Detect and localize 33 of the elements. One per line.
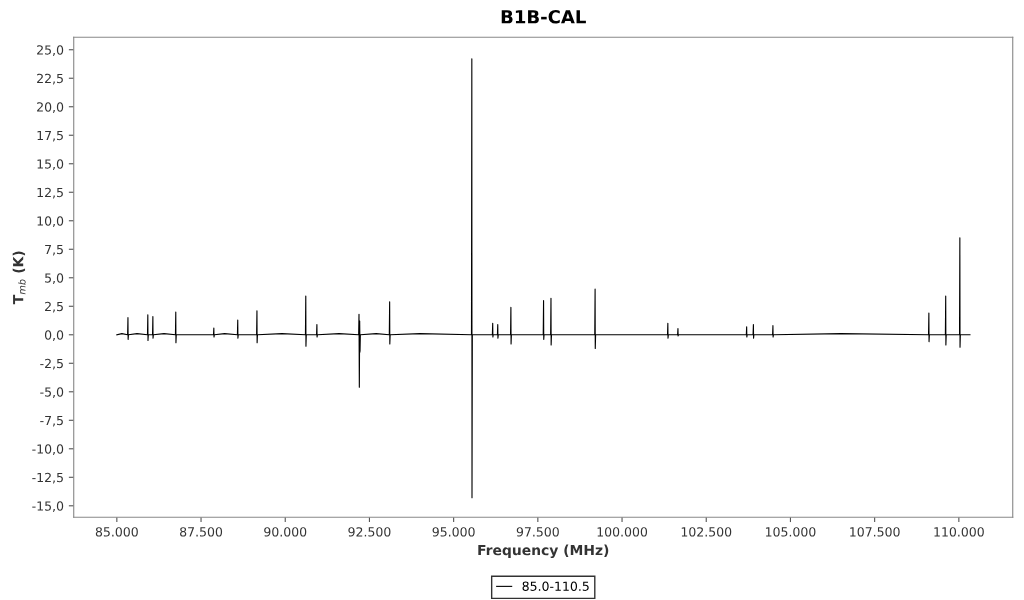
x-tick-label: 100.000 <box>597 527 648 537</box>
y-tick-label: 5,0 <box>45 273 64 284</box>
y-axis-title: T$_{mb}$ (K) <box>12 251 26 305</box>
x-tick-label: 97.500 <box>516 527 559 537</box>
x-tick-label: 102.500 <box>681 527 732 537</box>
y-tick-label: 2,5 <box>45 301 63 313</box>
y-tick-label: -10,0 <box>32 444 64 455</box>
y-tick-label: -7,5 <box>40 415 63 427</box>
y-tick-label: 12,5 <box>37 187 63 199</box>
x-axis-title: Frequency (MHz) <box>478 544 609 559</box>
x-tick-label: 85.000 <box>95 527 138 537</box>
x-tick-label: 87.500 <box>180 527 223 537</box>
y-tick-label: 25,0 <box>37 45 64 56</box>
y-tick-label: 20,0 <box>37 102 64 113</box>
y-tick-label: 22,5 <box>37 73 63 85</box>
x-tick-label: 92.500 <box>348 527 391 537</box>
y-tick-label: -5,0 <box>40 387 64 398</box>
x-tick-label: 95.000 <box>432 527 475 537</box>
y-tick-label: 15,0 <box>37 159 64 170</box>
x-tick-label: 90.000 <box>264 527 307 537</box>
y-tick-label: -15,0 <box>32 501 64 512</box>
chart-title: B1B-CAL <box>501 9 586 24</box>
legend-label: 85.0-110.5 <box>522 581 589 591</box>
line-series <box>116 58 971 499</box>
x-tick-label: 105.000 <box>765 527 816 537</box>
y-tick-label: 10,0 <box>37 216 64 227</box>
x-tick-label: 110.000 <box>934 527 984 537</box>
y-tick-label: 17,5 <box>37 130 63 142</box>
y-tick-label: -2,5 <box>40 358 63 370</box>
y-tick-label: 0,0 <box>44 330 64 341</box>
y-tick-label: 7,5 <box>45 244 63 256</box>
y-tick-label: -12,5 <box>32 472 63 484</box>
x-tick-label: 107.500 <box>850 527 900 537</box>
